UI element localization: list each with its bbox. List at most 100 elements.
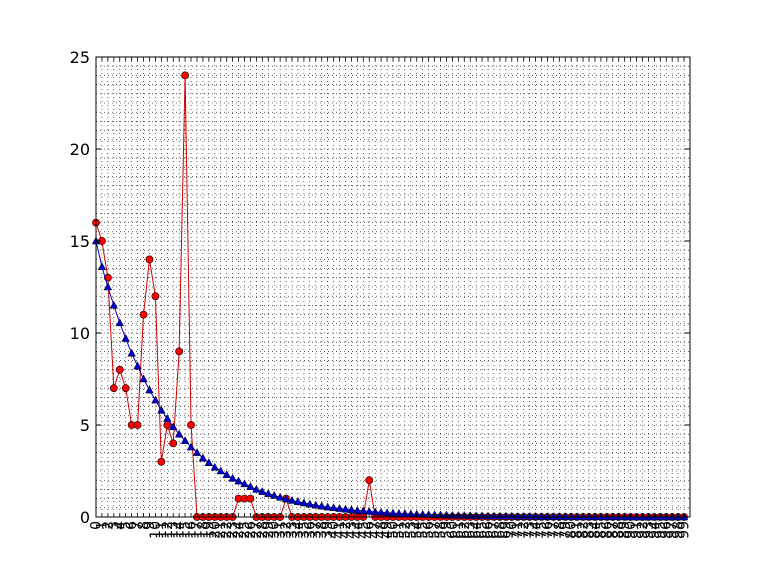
x-tick-label: 3 bbox=[106, 521, 122, 530]
x-tick-label: 64 bbox=[469, 521, 485, 539]
x-tick-label: 42 bbox=[338, 521, 354, 539]
data-point bbox=[192, 448, 202, 456]
x-tick-label: 32 bbox=[279, 521, 295, 539]
x-tick-label: 6 bbox=[124, 521, 140, 530]
x-tick-label: 45 bbox=[356, 521, 372, 539]
data-point bbox=[335, 504, 344, 512]
x-tick-label: 98 bbox=[671, 521, 687, 539]
x-tick-label: 70 bbox=[504, 521, 520, 539]
x-tick-label: 83 bbox=[582, 521, 598, 539]
data-point bbox=[293, 497, 303, 505]
data-point bbox=[187, 421, 195, 429]
y-tick-label: 15 bbox=[70, 232, 90, 251]
x-tick-label: 16 bbox=[184, 521, 200, 539]
x-tick-label: 89 bbox=[617, 521, 633, 539]
x-tick-label: 57 bbox=[427, 521, 443, 539]
x-tick-label: 18 bbox=[195, 521, 211, 539]
x-tick-label: 80 bbox=[564, 521, 580, 539]
y-tick-label: 20 bbox=[70, 140, 90, 159]
data-point bbox=[216, 466, 225, 475]
x-tick-label: 99 bbox=[677, 521, 693, 539]
data-point bbox=[139, 310, 148, 319]
data-point bbox=[109, 300, 119, 309]
data-point bbox=[127, 348, 136, 357]
x-tick-label: 84 bbox=[587, 521, 603, 539]
data-point bbox=[305, 499, 315, 508]
data-point bbox=[145, 385, 154, 394]
data-point bbox=[151, 292, 160, 301]
x-tick-label: 46 bbox=[362, 521, 378, 539]
x-tick-label: 19 bbox=[201, 521, 217, 539]
x-tick-label: 58 bbox=[433, 521, 449, 539]
x-tick-label: 74 bbox=[528, 521, 544, 539]
x-tick-label: 12 bbox=[160, 521, 176, 539]
x-tick-label: 96 bbox=[659, 521, 675, 539]
data-point bbox=[275, 492, 285, 501]
x-tick-label: 88 bbox=[611, 521, 627, 539]
data-point bbox=[115, 365, 124, 374]
x-tick-label: 30 bbox=[267, 521, 283, 539]
data-point bbox=[281, 494, 291, 503]
x-tick-label: 44 bbox=[350, 521, 366, 539]
x-tick-label: 66 bbox=[481, 521, 497, 539]
x-tick-label: 60 bbox=[445, 521, 461, 539]
x-tick-label: 61 bbox=[451, 521, 467, 539]
x-tick-label: 11 bbox=[154, 521, 170, 539]
x-tick-label: 67 bbox=[486, 521, 502, 539]
x-tick-label: 73 bbox=[522, 521, 538, 539]
x-tick-label: 37 bbox=[308, 521, 324, 539]
data-point bbox=[168, 422, 178, 431]
x-tick-label: 75 bbox=[534, 521, 550, 539]
x-tick-label: 95 bbox=[653, 521, 669, 539]
data-point bbox=[311, 500, 321, 509]
x-tick-label: 81 bbox=[570, 521, 586, 539]
x-tick-label: 4 bbox=[112, 521, 128, 530]
data-point bbox=[115, 318, 124, 327]
data-point bbox=[258, 487, 267, 495]
x-tick-label: 54 bbox=[409, 521, 425, 539]
x-tick-label: 29 bbox=[261, 521, 277, 539]
data-point bbox=[133, 421, 142, 429]
x-tick-label: 68 bbox=[492, 521, 508, 539]
x-tick-label: 87 bbox=[605, 521, 621, 539]
x-tick-label: 63 bbox=[463, 521, 479, 539]
x-tick-label: 25 bbox=[237, 521, 253, 539]
x-tick-label: 31 bbox=[273, 521, 289, 539]
x-tick-label: 5 bbox=[118, 521, 134, 530]
x-tick-label: 20 bbox=[207, 521, 223, 539]
x-tick-label: 8 bbox=[136, 521, 152, 530]
x-tick-label: 15 bbox=[178, 521, 194, 539]
x-tick-label: 71 bbox=[510, 521, 526, 539]
x-tick-label: 0 bbox=[89, 521, 105, 530]
x-tick-label: 49 bbox=[380, 521, 396, 539]
x-tick-label: 52 bbox=[397, 521, 413, 539]
x-tick-label: 86 bbox=[599, 521, 615, 539]
y-tick-label: 10 bbox=[70, 324, 90, 343]
data-point bbox=[222, 470, 231, 478]
x-tick-label: 85 bbox=[593, 521, 609, 539]
x-tick-label: 59 bbox=[439, 521, 455, 539]
data-point bbox=[97, 262, 107, 271]
x-tick-label: 26 bbox=[243, 521, 259, 539]
x-tick-label: 17 bbox=[189, 521, 205, 539]
x-tick-label: 38 bbox=[314, 521, 330, 539]
x-tick-label: 10 bbox=[148, 521, 164, 539]
data-point bbox=[109, 384, 118, 393]
x-tick-label: 50 bbox=[386, 521, 402, 539]
data-point bbox=[163, 414, 172, 422]
x-tick-label: 41 bbox=[332, 521, 348, 539]
data-point bbox=[145, 255, 154, 264]
data-point bbox=[240, 479, 249, 488]
data-point bbox=[246, 482, 255, 490]
x-tick-label: 56 bbox=[421, 521, 437, 539]
x-tick-label: 23 bbox=[225, 521, 241, 539]
x-tick-label: 48 bbox=[374, 521, 390, 539]
x-tick-label: 21 bbox=[213, 521, 229, 539]
data-point bbox=[323, 502, 332, 511]
x-tick-label: 69 bbox=[498, 521, 514, 539]
x-tick-label: 76 bbox=[540, 521, 556, 539]
data-point bbox=[299, 498, 309, 507]
data-point bbox=[347, 505, 356, 514]
